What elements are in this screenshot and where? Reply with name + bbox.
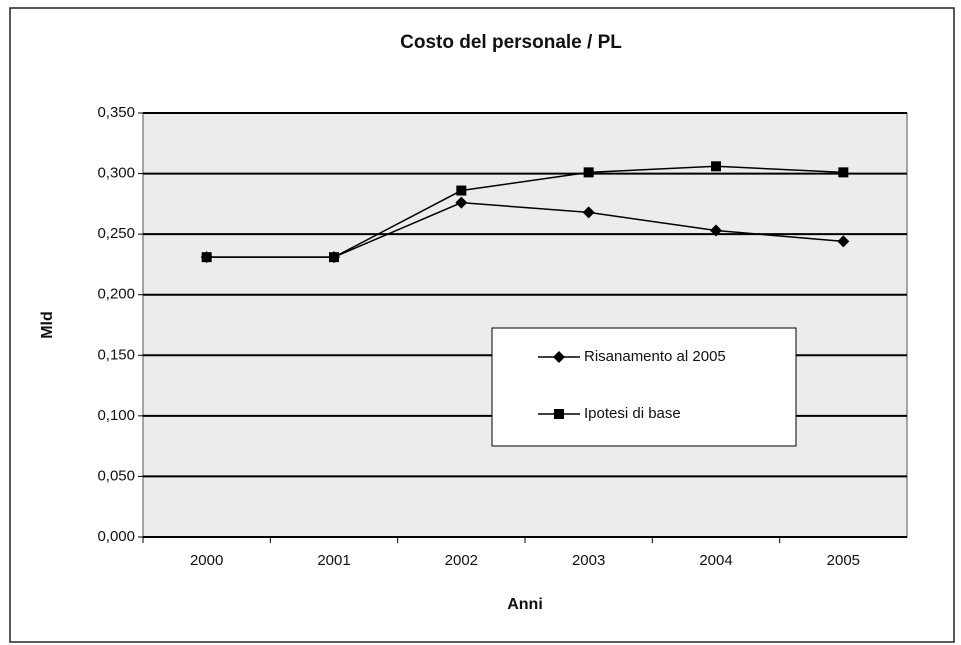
marker [201,252,212,263]
y-tick-label: 0,150 [97,346,135,363]
x-tick-label: 2002 [445,552,478,569]
x-tick-label: 2000 [190,552,223,569]
marker [838,167,849,178]
y-tick-label: 0,250 [97,225,135,242]
y-axis-label: Mld [39,311,56,339]
marker [710,224,722,237]
legend-box [491,327,797,447]
marker [329,252,339,263]
y-tick-label: 0,050 [97,467,135,484]
chart-title: Costo del personale / PL [400,32,622,53]
marker [554,409,564,419]
y-tick-label: 0,350 [97,104,135,121]
marker [582,206,595,219]
series-line [206,165,844,258]
x-tick-label: 2004 [699,552,732,569]
x-tick-label: 2005 [827,552,860,569]
marker [711,161,721,172]
legend-label: Ipotesi di base [584,405,681,422]
legend-label: Risanamento al 2005 [584,348,726,365]
marker [553,351,565,363]
y-tick-label: 0,300 [97,165,135,182]
y-tick-label: 0,100 [97,407,135,424]
x-tick-label: 2001 [317,552,350,569]
marker [455,196,468,209]
plot-area [142,112,908,538]
marker [837,235,850,248]
marker [456,185,467,196]
marker [583,167,594,178]
y-tick-label: 0,200 [97,286,135,303]
x-tick-label: 2003 [572,552,605,569]
y-tick-label: 0,000 [97,528,135,545]
x-axis-label: Anni [507,596,543,613]
